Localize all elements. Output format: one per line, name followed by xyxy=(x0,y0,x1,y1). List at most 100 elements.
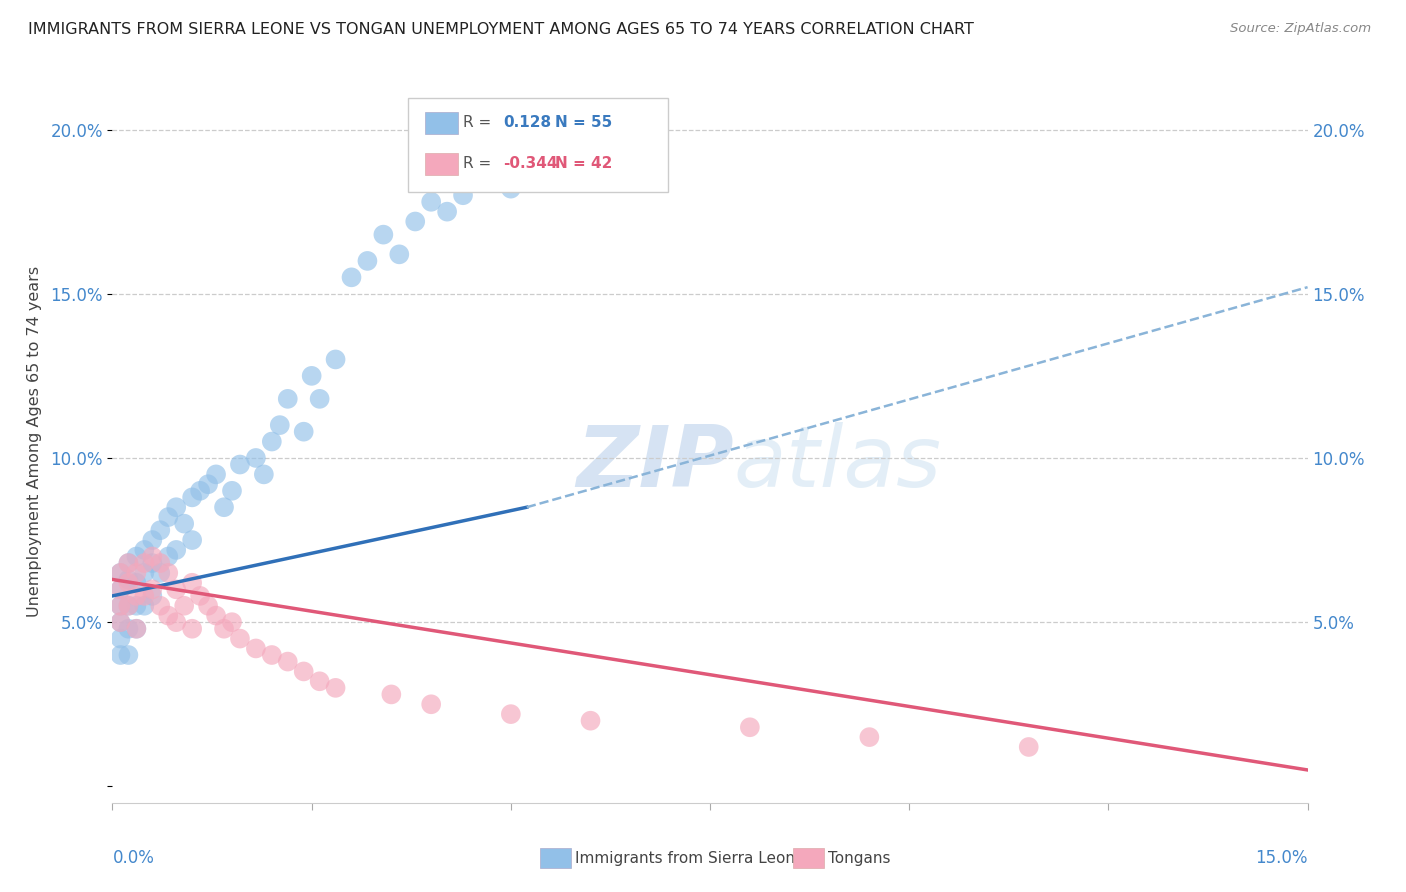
Point xyxy=(157,549,180,564)
Point xyxy=(110,632,132,646)
Point xyxy=(325,681,347,695)
Point xyxy=(205,467,228,482)
Point xyxy=(110,566,132,580)
Point xyxy=(1018,739,1040,754)
Point xyxy=(404,214,426,228)
Point xyxy=(173,599,195,613)
Point xyxy=(197,599,219,613)
Point xyxy=(110,615,132,630)
Point xyxy=(499,181,522,195)
Point xyxy=(110,582,132,597)
Point xyxy=(475,171,498,186)
Point xyxy=(277,655,299,669)
Text: R =: R = xyxy=(463,115,496,129)
Point xyxy=(221,483,243,498)
Point xyxy=(141,556,163,570)
Text: IMMIGRANTS FROM SIERRA LEONE VS TONGAN UNEMPLOYMENT AMONG AGES 65 TO 74 YEARS CO: IMMIGRANTS FROM SIERRA LEONE VS TONGAN U… xyxy=(28,22,974,37)
Point xyxy=(134,542,156,557)
Text: atlas: atlas xyxy=(734,422,942,505)
Point xyxy=(117,599,139,613)
Point xyxy=(117,575,139,590)
Point xyxy=(579,714,602,728)
Point xyxy=(149,523,172,537)
Point xyxy=(188,589,211,603)
Point xyxy=(451,188,474,202)
Point xyxy=(181,533,204,547)
Point xyxy=(165,615,187,630)
Point xyxy=(277,392,299,406)
Point xyxy=(373,227,395,242)
Point xyxy=(110,599,132,613)
Point xyxy=(229,458,252,472)
Point xyxy=(134,599,156,613)
Point xyxy=(420,698,443,712)
Point xyxy=(738,720,761,734)
Point xyxy=(308,674,330,689)
Point xyxy=(134,556,156,570)
Point xyxy=(308,392,330,406)
Text: Immigrants from Sierra Leone: Immigrants from Sierra Leone xyxy=(575,851,804,865)
Text: -0.344: -0.344 xyxy=(503,156,558,170)
Point xyxy=(245,641,267,656)
Point xyxy=(380,687,402,701)
Point xyxy=(157,566,180,580)
Y-axis label: Unemployment Among Ages 65 to 74 years: Unemployment Among Ages 65 to 74 years xyxy=(27,266,42,617)
Point xyxy=(260,434,283,449)
Text: N = 42: N = 42 xyxy=(555,156,613,170)
Point xyxy=(221,615,243,630)
Point xyxy=(229,632,252,646)
Point xyxy=(141,549,163,564)
Text: R =: R = xyxy=(463,156,496,170)
Point xyxy=(117,573,139,587)
Point xyxy=(260,648,283,662)
Point xyxy=(110,599,132,613)
Text: Tongans: Tongans xyxy=(828,851,890,865)
Point xyxy=(165,582,187,597)
Point xyxy=(125,589,148,603)
Point xyxy=(165,500,187,515)
Point xyxy=(181,575,204,590)
Point xyxy=(188,483,211,498)
Point xyxy=(117,556,139,570)
Point xyxy=(212,500,235,515)
Text: 0.0%: 0.0% xyxy=(112,849,155,867)
Point xyxy=(269,418,291,433)
Point xyxy=(110,582,132,597)
Point xyxy=(325,352,347,367)
Point xyxy=(134,589,156,603)
Point xyxy=(340,270,363,285)
Text: N = 55: N = 55 xyxy=(555,115,613,129)
Point xyxy=(157,608,180,623)
Point xyxy=(292,665,315,679)
Point xyxy=(388,247,411,261)
Point xyxy=(181,622,204,636)
Text: Source: ZipAtlas.com: Source: ZipAtlas.com xyxy=(1230,22,1371,36)
Point xyxy=(149,566,172,580)
Point xyxy=(149,599,172,613)
Text: ZIP: ZIP xyxy=(576,422,734,505)
Point xyxy=(117,648,139,662)
Point xyxy=(181,491,204,505)
Point xyxy=(110,615,132,630)
Point xyxy=(173,516,195,531)
Point xyxy=(253,467,276,482)
Point xyxy=(125,575,148,590)
Point xyxy=(356,253,378,268)
Point xyxy=(858,730,880,744)
Point xyxy=(141,533,163,547)
Point xyxy=(134,566,156,580)
Text: 15.0%: 15.0% xyxy=(1256,849,1308,867)
Point xyxy=(157,510,180,524)
Point xyxy=(499,707,522,722)
Point xyxy=(212,622,235,636)
Point xyxy=(420,194,443,209)
Point xyxy=(301,368,323,383)
Point xyxy=(292,425,315,439)
Point xyxy=(117,622,139,636)
Point xyxy=(245,450,267,465)
Point xyxy=(125,566,148,580)
Point xyxy=(205,608,228,623)
Point xyxy=(436,204,458,219)
Point xyxy=(125,599,148,613)
Point xyxy=(197,477,219,491)
